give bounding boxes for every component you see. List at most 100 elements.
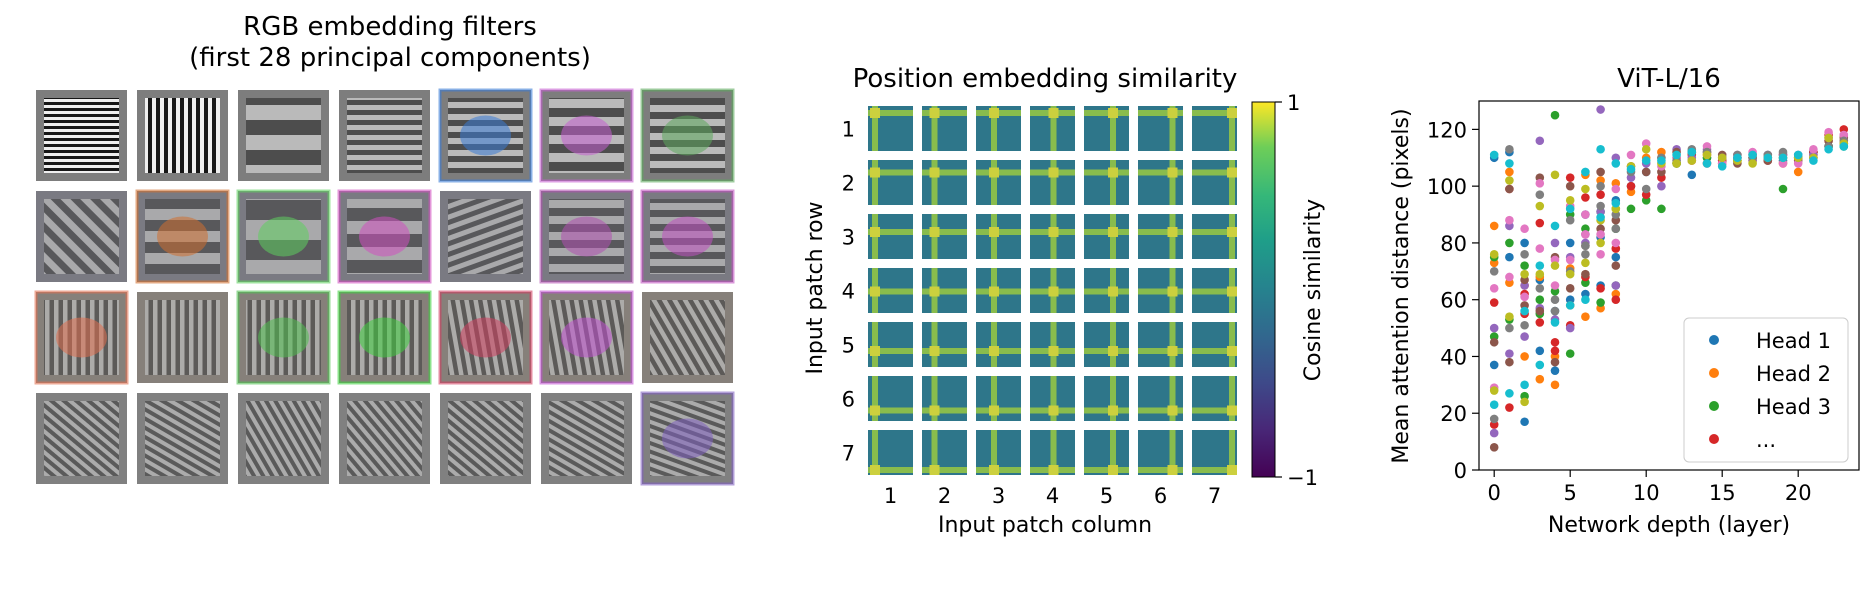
- scatter-point: [1581, 269, 1590, 279]
- scatter-point: [1687, 170, 1697, 180]
- row-tick-label: 5: [842, 334, 855, 358]
- filter-tile: [438, 88, 533, 183]
- y-tick-label: 40: [1440, 345, 1467, 369]
- scatter-point: [1535, 218, 1545, 228]
- scatter-point: [1535, 374, 1545, 384]
- scatter-point: [1489, 221, 1499, 231]
- filters-title-line2: (first 28 principal components): [189, 43, 591, 73]
- scatter-point: [1489, 414, 1499, 424]
- scatter-point: [1505, 167, 1514, 177]
- scatter-point: [1565, 215, 1575, 225]
- filters-title-line1: RGB embedding filters: [243, 12, 537, 42]
- x-tick-label: 5: [1564, 481, 1577, 505]
- scatter-point: [1581, 193, 1590, 202]
- scatter-point: [1535, 179, 1545, 188]
- scatter-point: [1505, 272, 1514, 282]
- similarity-tile: [868, 106, 913, 151]
- similarity-tile: [1138, 430, 1183, 475]
- similarity-tile: [1084, 106, 1129, 151]
- filter-tile: [36, 191, 127, 282]
- scatter-point: [1626, 150, 1636, 160]
- scatter-point: [1535, 318, 1545, 327]
- scatter-point: [1505, 215, 1514, 225]
- scatter-point: [1596, 167, 1605, 177]
- similarity-tile: [1030, 430, 1075, 475]
- filter-tile: [236, 189, 331, 284]
- similarity-tile: [1192, 160, 1237, 205]
- scatter-point: [1581, 210, 1590, 219]
- colorbar-min-label: −1: [1287, 466, 1318, 490]
- similarity-tile: [976, 214, 1021, 259]
- scatter-point: [1489, 249, 1499, 259]
- scatter-point: [1535, 346, 1545, 356]
- scatter-point: [1581, 295, 1590, 304]
- filter-tile: [135, 189, 230, 284]
- colorbar-max-label: 1: [1287, 91, 1300, 115]
- scatter-point: [1520, 261, 1529, 270]
- scatter-point: [1489, 298, 1499, 307]
- scatter-point: [1535, 190, 1545, 199]
- scatter-point: [1565, 269, 1575, 279]
- similarity-tile: [1138, 322, 1183, 367]
- similarity-tile: [1138, 106, 1183, 151]
- similarity-tile: [922, 106, 967, 151]
- scatter-point: [1505, 238, 1514, 248]
- scatter-point: [1505, 357, 1514, 367]
- x-tick-label: 20: [1785, 481, 1812, 505]
- legend-marker: [1709, 368, 1719, 378]
- scatter-point: [1596, 284, 1605, 293]
- col-tick-label: 5: [1100, 484, 1113, 508]
- col-tick-label: 2: [938, 484, 951, 508]
- scatter-point: [1505, 403, 1514, 412]
- colorbar: [1251, 101, 1276, 478]
- similarity-tile: [1192, 214, 1237, 259]
- filter-tile: [339, 393, 430, 484]
- filter-tile: [36, 393, 127, 484]
- legend-label: ...: [1756, 428, 1776, 452]
- scatter-point: [1793, 150, 1803, 160]
- similarity-tile: [1138, 160, 1183, 205]
- similarity-tile: [1084, 322, 1129, 367]
- filter-tile: [337, 189, 432, 284]
- scatter-point: [1550, 337, 1560, 347]
- filter-tile: [440, 393, 531, 484]
- scatter-point: [1550, 281, 1560, 290]
- similarity-tile: [1192, 376, 1237, 421]
- scatter-point: [1611, 281, 1621, 290]
- scatter-point: [1565, 238, 1575, 248]
- scatter-point: [1733, 153, 1742, 163]
- similarity-tile: [976, 160, 1021, 205]
- chart-xlabel: Network depth (layer): [1548, 513, 1790, 538]
- scatter-point: [1611, 252, 1621, 262]
- scatter-point: [1520, 249, 1529, 259]
- similarity-tile: [1030, 376, 1075, 421]
- filters-title: RGB embedding filters (first 28 principa…: [0, 12, 780, 74]
- x-tick-label: 10: [1633, 481, 1660, 505]
- filter-tile: [339, 90, 430, 181]
- scatter-point: [1489, 360, 1499, 370]
- scatter-point: [1550, 366, 1560, 375]
- scatter-point: [1520, 306, 1529, 316]
- similarity-tile: [1138, 376, 1183, 421]
- legend-box: [1683, 317, 1849, 463]
- scatter-point: [1596, 249, 1605, 259]
- scatter-point: [1611, 159, 1621, 168]
- scatter-point: [1505, 252, 1514, 262]
- filter-tile: [137, 393, 228, 484]
- y-tick-label: 100: [1427, 175, 1467, 199]
- scatter-point: [1550, 346, 1560, 356]
- scatter-point: [1520, 380, 1529, 390]
- similarity-tile: [922, 268, 967, 313]
- scatter-point: [1565, 196, 1575, 205]
- scatter-point: [1596, 181, 1605, 191]
- scatter-point: [1535, 306, 1545, 316]
- scatter-point: [1672, 159, 1681, 168]
- scatter-point: [1581, 312, 1590, 322]
- filter-tile: [36, 90, 127, 181]
- similarity-tile: [1084, 430, 1129, 475]
- scatter-point: [1748, 159, 1757, 168]
- similarity-tile: [868, 322, 913, 367]
- scatter-point: [1489, 284, 1499, 293]
